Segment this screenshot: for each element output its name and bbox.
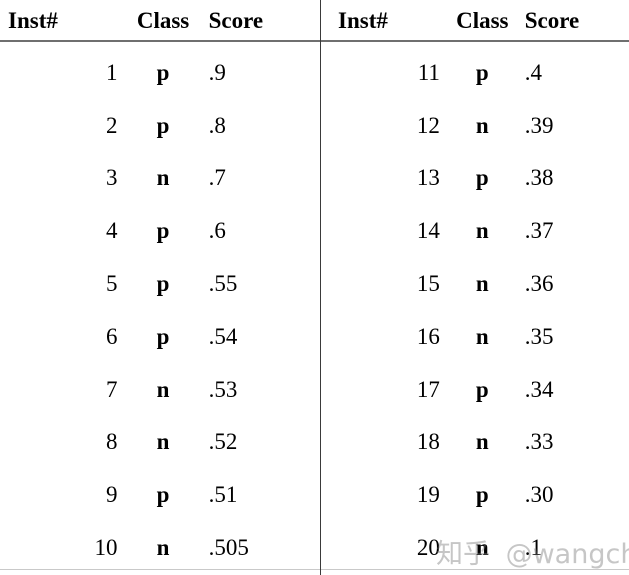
cell-inst: 15 xyxy=(416,271,440,297)
cell-inst: 12 xyxy=(416,112,440,138)
cell-inst: 19 xyxy=(416,482,440,508)
cell-class: n xyxy=(475,218,489,244)
cell-class: n xyxy=(475,112,489,138)
table-row: 12 n .39 xyxy=(338,99,621,152)
cell-inst: 9 xyxy=(105,482,118,508)
cell-class: n xyxy=(156,165,170,191)
table-row: 20 n .1 xyxy=(338,521,621,574)
cell-class: n xyxy=(475,323,489,349)
cell-score: .51 xyxy=(208,482,238,508)
table-row: 8 n .52 xyxy=(8,416,312,469)
cell-class: n xyxy=(156,429,170,455)
cell-class: p xyxy=(156,112,170,138)
cell-score: .35 xyxy=(524,323,554,349)
column-header-inst: Inst# xyxy=(338,7,388,33)
header-row: Inst# Class Score xyxy=(338,0,621,40)
cell-score: .1 xyxy=(524,535,543,561)
cell-class: n xyxy=(475,429,489,455)
bottom-rule xyxy=(0,569,629,570)
cell-class: n xyxy=(475,535,489,561)
cell-inst: 17 xyxy=(416,376,440,402)
table-row: 13 p .38 xyxy=(338,152,621,205)
cell-inst: 3 xyxy=(105,165,118,191)
table-half-left: Inst# Class Score 1 p .9 2 p .8 xyxy=(8,0,312,574)
cell-score: .39 xyxy=(524,112,554,138)
cell-score: .54 xyxy=(208,323,238,349)
cell-class: p xyxy=(156,271,170,297)
cell-score: .38 xyxy=(524,165,554,191)
table-row: 18 n .33 xyxy=(338,416,621,469)
cell-score: .9 xyxy=(208,59,226,85)
header-row: Inst# Class Score xyxy=(8,0,312,40)
cell-score: .30 xyxy=(524,482,554,508)
cell-inst: 14 xyxy=(416,218,440,244)
cell-class: p xyxy=(475,482,489,508)
cell-inst: 18 xyxy=(416,429,440,455)
table-row: 17 p .34 xyxy=(338,363,621,416)
table-row: 4 p .6 xyxy=(8,204,312,257)
cell-inst: 6 xyxy=(105,323,118,349)
table-row: 10 n .505 xyxy=(8,521,312,574)
table-left: Inst# Class Score 1 p .9 2 p .8 xyxy=(8,0,312,574)
cell-inst: 7 xyxy=(105,376,118,402)
table-row: 6 p .54 xyxy=(8,310,312,363)
cell-inst: 5 xyxy=(105,271,118,297)
cell-inst: 20 xyxy=(416,535,440,561)
column-header-class: Class xyxy=(456,7,509,33)
cell-class: n xyxy=(475,271,489,297)
table-right: Inst# Class Score 11 p .4 12 n .39 xyxy=(338,0,621,574)
column-header-score: Score xyxy=(208,7,264,33)
cell-class: p xyxy=(156,482,170,508)
cell-score: .36 xyxy=(524,271,554,297)
table-row: 16 n .35 xyxy=(338,310,621,363)
cell-inst: 10 xyxy=(94,535,118,561)
cell-score: .8 xyxy=(208,112,226,138)
cell-score: .55 xyxy=(208,271,238,297)
cell-class: p xyxy=(475,59,489,85)
table-row: 14 n .37 xyxy=(338,204,621,257)
table-row: 2 p .8 xyxy=(8,99,312,152)
cell-score: .34 xyxy=(524,376,554,402)
cell-score: .4 xyxy=(524,59,543,85)
table-row: 9 p .51 xyxy=(8,468,312,521)
cell-score: .7 xyxy=(208,165,226,191)
column-header-class: Class xyxy=(136,7,190,33)
table-row: 19 p .30 xyxy=(338,468,621,521)
cell-inst: 2 xyxy=(105,112,118,138)
cell-score: .37 xyxy=(524,218,554,244)
table-row: 5 p .55 xyxy=(8,257,312,310)
cell-class: p xyxy=(475,165,489,191)
cell-inst: 11 xyxy=(417,59,440,85)
column-header-score: Score xyxy=(524,7,580,33)
cell-class: p xyxy=(156,218,170,244)
cell-score: .505 xyxy=(208,535,249,561)
header-rule xyxy=(0,40,629,42)
cell-inst: 1 xyxy=(105,59,118,85)
cell-score: .53 xyxy=(208,376,238,402)
cell-class: n xyxy=(156,535,170,561)
table-row: 1 p .9 xyxy=(8,40,312,99)
table-row: 11 p .4 xyxy=(338,40,621,99)
table-row: 3 n .7 xyxy=(8,152,312,205)
column-header-inst: Inst# xyxy=(8,7,58,33)
cell-inst: 8 xyxy=(105,429,118,455)
cell-class: p xyxy=(475,376,489,402)
cell-inst: 16 xyxy=(416,323,440,349)
cell-inst: 4 xyxy=(105,218,118,244)
cell-score: .6 xyxy=(208,218,226,244)
cell-score: .33 xyxy=(524,429,554,455)
cell-class: p xyxy=(156,59,170,85)
cell-class: p xyxy=(156,323,170,349)
table-row: 15 n .36 xyxy=(338,257,621,310)
table-row: 7 n .53 xyxy=(8,363,312,416)
column-divider xyxy=(320,0,321,575)
cell-inst: 13 xyxy=(416,165,440,191)
table-half-right: Inst# Class Score 11 p .4 12 n .39 xyxy=(320,0,629,575)
cell-score: .52 xyxy=(208,429,238,455)
cell-class: n xyxy=(156,376,170,402)
